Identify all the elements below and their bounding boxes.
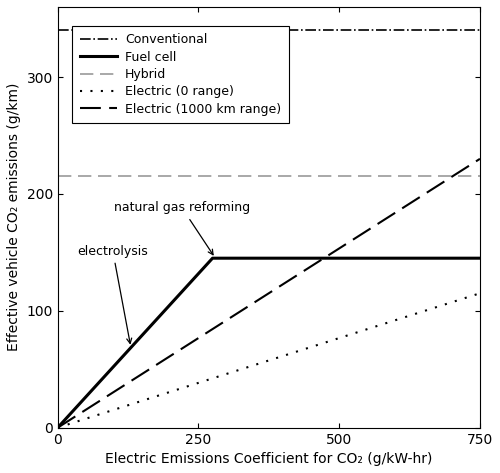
Legend: Conventional, Fuel cell, Hybrid, Electric (0 range), Electric (1000 km range): Conventional, Fuel cell, Hybrid, Electri… [72,26,288,123]
Text: natural gas reforming: natural gas reforming [114,201,250,255]
Y-axis label: Effective vehicle CO₂ emissions (g/km): Effective vehicle CO₂ emissions (g/km) [7,83,21,351]
Text: electrolysis: electrolysis [78,245,148,343]
X-axis label: Electric Emissions Coefficient for CO₂ (g/kW-hr): Electric Emissions Coefficient for CO₂ (… [105,452,432,466]
